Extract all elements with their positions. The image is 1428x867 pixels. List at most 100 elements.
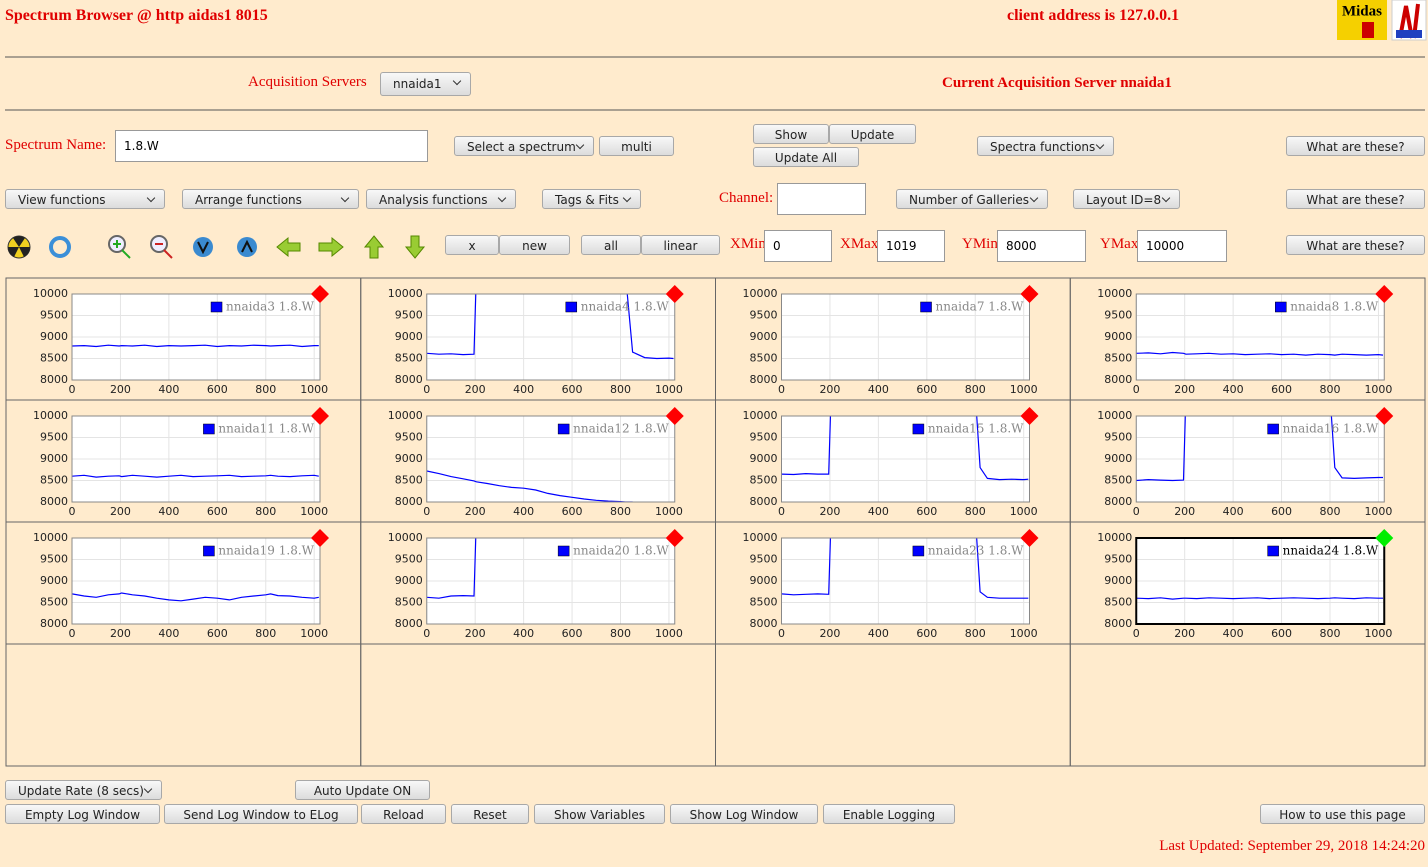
xmax-input[interactable] — [877, 230, 945, 262]
plot-border — [426, 293, 676, 381]
icon-right[interactable] — [318, 236, 344, 258]
arrange-functions[interactable]: Arrange functions — [182, 189, 359, 209]
icon-shrink-mark — [241, 239, 253, 253]
x-tick-label: 200 — [110, 627, 131, 640]
footer-button[interactable]: Enable Logging — [823, 804, 955, 824]
ymax-input[interactable] — [1137, 230, 1227, 262]
linear-button[interactable]: linear — [641, 235, 720, 255]
legend-swatch — [1267, 545, 1279, 557]
y-tick-label: 10000 — [1097, 409, 1132, 422]
update-button[interactable]: Update — [829, 124, 916, 144]
y-tick-label: 9000 — [40, 330, 68, 343]
y-tick-label: 10000 — [33, 287, 68, 300]
y-tick-label: 9000 — [1104, 452, 1132, 465]
legend-swatch — [912, 423, 925, 435]
y-tick-label: 8500 — [750, 596, 778, 609]
spectrum-line — [72, 344, 319, 348]
icon-refresh[interactable] — [49, 236, 71, 258]
x-tick-label: 200 — [110, 383, 131, 396]
y-tick-label: 9500 — [750, 431, 778, 444]
y-tick-label: 8500 — [40, 474, 68, 487]
spectrum-label: Spectrum Name: — [5, 137, 107, 153]
x-tick-label: 800 — [965, 383, 986, 396]
channel-input[interactable] — [777, 183, 866, 215]
y-tick-label: 9500 — [40, 553, 68, 566]
y-tick-label: 9500 — [395, 309, 423, 322]
spectrum-input[interactable] — [115, 130, 428, 162]
plot-border — [71, 415, 321, 503]
legend-label: nnaida12 1.8.W — [573, 422, 669, 436]
x-tick-label: 400 — [158, 627, 179, 640]
x-tick-label: 1000 — [655, 383, 683, 396]
x-tick-label: 1000 — [1364, 627, 1392, 640]
status-marker — [1020, 285, 1039, 303]
x-button[interactable]: x — [445, 235, 499, 255]
icon-down[interactable] — [404, 235, 426, 259]
y-tick-label: 9500 — [1104, 309, 1132, 322]
y-tick-label: 9000 — [1104, 330, 1132, 343]
x-tick-label: 0 — [1133, 505, 1140, 518]
x-tick-label: 400 — [868, 627, 889, 640]
xmin-input[interactable] — [764, 230, 832, 262]
help-button[interactable]: What are these? — [1286, 235, 1425, 255]
x-tick-label: 800 — [255, 627, 276, 640]
y-tick-label: 9500 — [1104, 431, 1132, 444]
y-tick-label: 9000 — [395, 452, 423, 465]
footer-button[interactable]: Reload — [361, 804, 446, 824]
x-tick-label: 0 — [69, 627, 76, 640]
select-spectrum[interactable]: Select a spectrum — [454, 136, 594, 156]
update-all-button[interactable]: Update All — [753, 147, 859, 167]
all-button[interactable]: all — [581, 235, 641, 255]
spectra-functions[interactable]: Spectra functions — [977, 136, 1114, 156]
y-tick-label: 8000 — [40, 495, 68, 508]
help-button[interactable]: What are these? — [1286, 189, 1425, 209]
y-tick-label: 9000 — [750, 330, 778, 343]
auto-update[interactable]: Auto Update ON — [295, 780, 430, 800]
server-select[interactable]: nnaida1 — [380, 72, 471, 96]
y-tick-label: 9000 — [750, 452, 778, 465]
multi-button[interactable]: multi — [599, 136, 674, 156]
legend-label: nnaida8 1.8.W — [1290, 300, 1379, 314]
ymin-input[interactable] — [997, 230, 1086, 262]
new-button[interactable]: new — [499, 235, 570, 255]
xmin-label: XMin — [730, 236, 766, 252]
legend-label: nnaida24 1.8.W — [1283, 544, 1379, 558]
tags-fits[interactable]: Tags & Fits — [542, 189, 641, 209]
footer-button[interactable]: Empty Log Window — [5, 804, 160, 824]
gallery-cell — [360, 643, 716, 767]
y-tick-label: 9000 — [750, 574, 778, 587]
layout[interactable]: Layout ID=8 — [1073, 189, 1180, 209]
how-button[interactable]: How to use this page — [1260, 804, 1425, 824]
servers-label: Acquisition Servers — [248, 74, 367, 90]
show-button[interactable]: Show — [753, 124, 829, 144]
y-tick-label: 9500 — [40, 309, 68, 322]
icon-left[interactable] — [276, 236, 301, 258]
x-tick-label: 800 — [255, 383, 276, 396]
icon-up[interactable] — [363, 235, 385, 259]
x-tick-label: 600 — [562, 383, 583, 396]
galleries[interactable]: Number of Galleries — [896, 189, 1048, 209]
help-button[interactable]: What are these? — [1286, 136, 1425, 156]
footer-button[interactable]: Show Variables — [534, 804, 665, 824]
x-tick-label: 400 — [1223, 383, 1244, 396]
footer-button[interactable]: Send Log Window to ELog — [164, 804, 358, 824]
analysis-functions[interactable]: Analysis functions — [366, 189, 516, 209]
footer-button[interactable]: Reset — [451, 804, 529, 824]
x-tick-label: 800 — [1320, 505, 1341, 518]
status-marker — [1375, 407, 1394, 425]
y-tick-label: 9500 — [750, 309, 778, 322]
y-tick-label: 9000 — [40, 452, 68, 465]
x-tick-label: 200 — [819, 383, 840, 396]
gallery-cell — [5, 643, 362, 767]
spectrum-line — [72, 592, 319, 602]
icon-radiation-blades — [7, 236, 31, 257]
xmax-label: XMax — [840, 236, 879, 252]
footer-button[interactable]: Show Log Window — [670, 804, 818, 824]
legend-label: nnaida7 1.8.W — [936, 300, 1025, 314]
view-functions[interactable]: View functions — [5, 189, 165, 209]
x-tick-label: 800 — [965, 505, 986, 518]
status-marker — [665, 285, 684, 303]
legend-label: nnaida4 1.8.W — [581, 300, 670, 314]
update-rate[interactable]: Update Rate (8 secs) — [5, 780, 162, 800]
y-tick-label: 10000 — [388, 409, 423, 422]
